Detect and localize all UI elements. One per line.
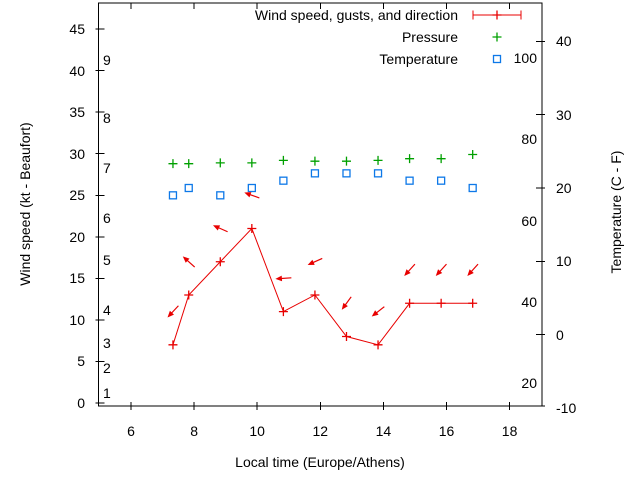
wind-series [168,223,478,350]
celsius-tick-label: 10 [556,253,572,270]
fahrenheit-label: 60 [521,212,537,229]
celsius-tick-label: 0 [556,326,564,343]
beaufort-label: 8 [103,110,111,127]
kt-tick-label: 35 [69,104,85,121]
celsius-tick-label: 30 [556,106,572,123]
fahrenheit-label: 80 [521,131,537,148]
kt-tick-label: 45 [69,21,85,38]
beaufort-label: 2 [103,359,111,376]
plot-border [98,2,543,407]
fahrenheit-label: 100 [513,49,537,66]
y-left-axis-title-text: Wind speed (kt - Beaufort) [17,122,33,286]
kt-tick-label: 20 [69,228,85,245]
kt-tick-label: 40 [69,62,85,79]
kt-tick-label: 25 [69,187,85,204]
hour-tick-label: 10 [249,423,265,439]
beaufort-label: 1 [103,384,111,401]
kt-tick-label: 30 [69,145,85,162]
beaufort-label: 5 [103,251,111,268]
hour-tick-label: 16 [438,423,455,439]
legend-label-temperature: Temperature [379,51,458,67]
hour-tick-label: 12 [312,423,329,439]
beaufort-label: 6 [103,210,111,227]
y-right-axis-title-text: Temperature (C - F) [608,150,624,274]
legend-label-pressure: Pressure [401,29,458,45]
kt-tick-label: 5 [77,353,85,370]
kt-tick-label: 10 [69,311,85,328]
celsius-tick-label: 40 [556,33,572,50]
wind-direction-arrows [167,192,479,318]
hour-tick-label: 8 [190,423,198,439]
celsius-tick-label: 20 [556,180,572,196]
celsius-tick-label: -10 [556,399,577,416]
fahrenheit-label: 20 [521,375,537,392]
beaufort-label: 7 [103,160,111,177]
hour-tick-label: 18 [501,423,518,439]
hour-tick-label: 14 [375,423,392,439]
beaufort-label: 4 [103,301,111,318]
fahrenheit-label: 40 [521,294,537,311]
hour-tick-label: 6 [127,423,135,439]
pressure-series [168,150,478,169]
legend-samples [472,10,522,64]
temperature-series [168,169,477,200]
beaufort-label: 9 [103,52,111,69]
kt-tick-label: 15 [69,270,85,287]
kt-tick-label: 0 [77,395,85,411]
beaufort-label: 3 [103,334,111,351]
axis-ticks [95,3,545,410]
legend-label-wind: Wind speed, gusts, and direction [254,7,458,23]
x-axis-title-text: Local time (Europe/Athens) [235,454,405,470]
